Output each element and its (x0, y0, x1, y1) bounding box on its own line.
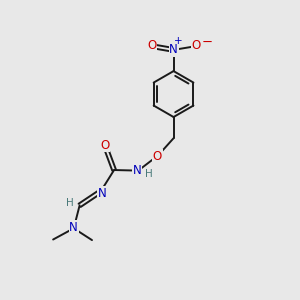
Text: N: N (133, 164, 141, 177)
Text: O: O (100, 139, 109, 152)
Text: O: O (191, 39, 201, 52)
Text: N: N (169, 44, 178, 56)
Text: +: + (174, 36, 183, 46)
Text: O: O (147, 39, 157, 52)
Text: N: N (69, 220, 78, 234)
Text: O: O (153, 150, 162, 163)
Text: H: H (145, 169, 152, 179)
Text: −: − (202, 36, 213, 49)
Text: H: H (66, 198, 74, 208)
Text: N: N (98, 187, 107, 200)
